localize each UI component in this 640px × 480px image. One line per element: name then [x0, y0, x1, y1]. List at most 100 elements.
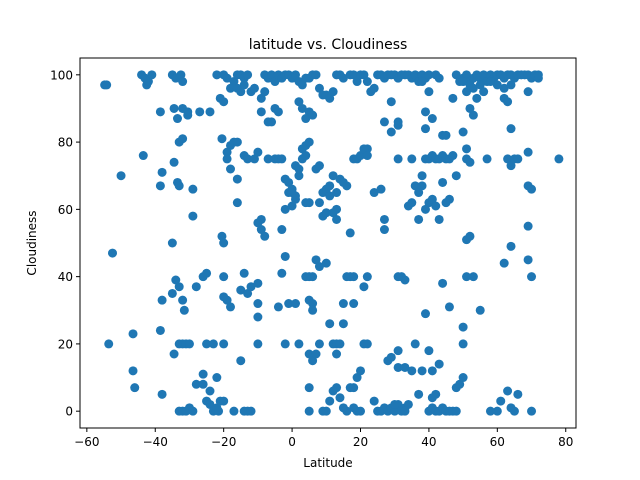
data-point: [468, 272, 478, 282]
data-point: [465, 157, 475, 167]
data-point: [465, 103, 475, 113]
data-point: [506, 161, 516, 171]
x-axis-ticks: −60 −40 −20 0 20 40 60 80: [74, 428, 573, 449]
data-point: [362, 151, 372, 161]
y-tick-label: 80: [58, 136, 73, 150]
data-point: [280, 339, 290, 349]
data-point: [243, 288, 253, 298]
data-point: [475, 80, 485, 90]
data-point: [260, 87, 270, 97]
data-point: [202, 339, 212, 349]
data-point: [451, 406, 461, 416]
data-point: [301, 114, 311, 124]
data-point: [479, 70, 489, 80]
data-point: [256, 107, 266, 117]
data-point: [195, 107, 205, 117]
data-point: [362, 339, 372, 349]
data-point: [270, 77, 280, 87]
data-point: [434, 359, 444, 369]
data-point: [513, 154, 523, 164]
data-point: [448, 93, 458, 103]
data-point: [222, 154, 232, 164]
data-point: [328, 386, 338, 396]
data-point: [427, 114, 437, 124]
data-point: [249, 83, 259, 93]
data-point: [130, 383, 140, 393]
data-point: [128, 366, 138, 376]
data-point: [301, 73, 311, 83]
data-point: [441, 130, 451, 140]
x-tick-label: −60: [74, 435, 99, 449]
data-point: [342, 181, 352, 191]
data-point: [157, 167, 167, 177]
data-point: [390, 399, 400, 409]
y-tick-label: 60: [58, 203, 73, 217]
data-point: [403, 399, 413, 409]
data-point: [174, 181, 184, 191]
y-axis-ticks: 0 20 40 60 80 100: [50, 68, 80, 419]
data-point: [277, 225, 287, 235]
data-point: [284, 177, 294, 187]
data-point: [417, 77, 427, 87]
data-point: [349, 70, 359, 80]
data-point: [472, 93, 482, 103]
data-point: [393, 117, 403, 127]
data-point: [277, 154, 287, 164]
data-point: [527, 184, 537, 194]
data-point: [294, 164, 304, 174]
data-point: [369, 188, 379, 198]
data-point: [420, 309, 430, 319]
data-point: [314, 161, 324, 171]
data-point: [287, 201, 297, 211]
data-point: [301, 198, 311, 208]
data-point: [427, 393, 437, 403]
x-tick-label: 60: [490, 435, 505, 449]
data-point: [458, 373, 468, 383]
data-point: [379, 225, 389, 235]
data-point: [431, 201, 441, 211]
data-point: [256, 225, 266, 235]
data-point: [513, 389, 523, 399]
data-point: [393, 362, 403, 372]
data-point: [183, 110, 193, 120]
data-point: [232, 137, 242, 147]
data-point: [178, 77, 188, 87]
data-point: [143, 77, 153, 87]
data-point: [376, 184, 386, 194]
x-tick-label: 0: [288, 435, 296, 449]
data-point: [400, 275, 410, 285]
data-point: [356, 366, 365, 376]
data-point: [444, 302, 454, 312]
data-point: [253, 218, 263, 228]
x-tick-label: 20: [353, 435, 368, 449]
data-point: [328, 171, 338, 181]
data-point: [253, 312, 263, 322]
data-point: [400, 406, 410, 416]
data-point: [169, 157, 179, 167]
data-point: [533, 70, 543, 80]
data-point: [325, 396, 335, 406]
data-points: [100, 70, 564, 416]
data-point: [297, 103, 307, 113]
data-point: [407, 366, 417, 376]
data-point: [236, 356, 246, 366]
data-point: [236, 87, 246, 97]
data-point: [243, 70, 253, 80]
data-point: [414, 389, 424, 399]
data-point: [438, 177, 448, 187]
data-point: [102, 80, 112, 90]
data-point: [318, 406, 328, 416]
y-tick-label: 40: [58, 270, 73, 284]
data-point: [427, 194, 437, 204]
data-point: [400, 362, 410, 372]
data-point: [314, 83, 324, 93]
data-point: [246, 406, 256, 416]
data-point: [229, 77, 239, 87]
data-point: [314, 339, 324, 349]
x-tick-label: −40: [143, 435, 168, 449]
plot-frame: [79, 57, 577, 429]
data-point: [198, 369, 208, 379]
data-point: [523, 87, 533, 97]
data-point: [104, 339, 114, 349]
